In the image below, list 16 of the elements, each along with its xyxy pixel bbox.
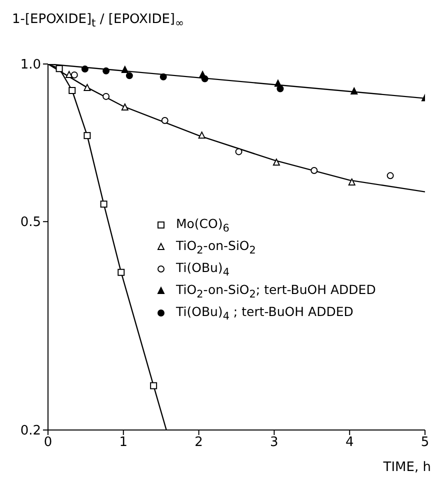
y-axis-title: 1-[EPOXIDE]$_{t}$ / [EPOXIDE]$_{∞}$ [12, 12, 184, 30]
legend-label: Ti(OBu)$_{4}$ ; tert-BuOH ADDED [176, 304, 354, 322]
x-tick-label: 0 [44, 435, 52, 450]
x-axis-title: TIME, h [383, 460, 431, 475]
legend-label: Mo(CO)$_{6}$ [176, 216, 230, 234]
legend-label: TiO$_{2}$-on-SiO$_{2}$; tert-BuOH ADDED [176, 282, 376, 300]
legend-label: Ti(OBu)$_{4}$ [176, 260, 230, 278]
x-tick-label: 3 [270, 435, 278, 450]
x-tick-label: 5 [420, 435, 430, 450]
y-tick-label: 0.2 [20, 424, 41, 439]
y-tick-label: 0.5 [20, 215, 41, 230]
y-tick-label: 1.0 [20, 58, 41, 73]
x-tick-label: 4 [345, 435, 354, 450]
legend-label: TiO$_{2}$-on-SiO$_{2}$ [176, 238, 256, 256]
x-tick-label: 2 [194, 435, 203, 450]
x-tick-label: 1 [119, 435, 128, 450]
